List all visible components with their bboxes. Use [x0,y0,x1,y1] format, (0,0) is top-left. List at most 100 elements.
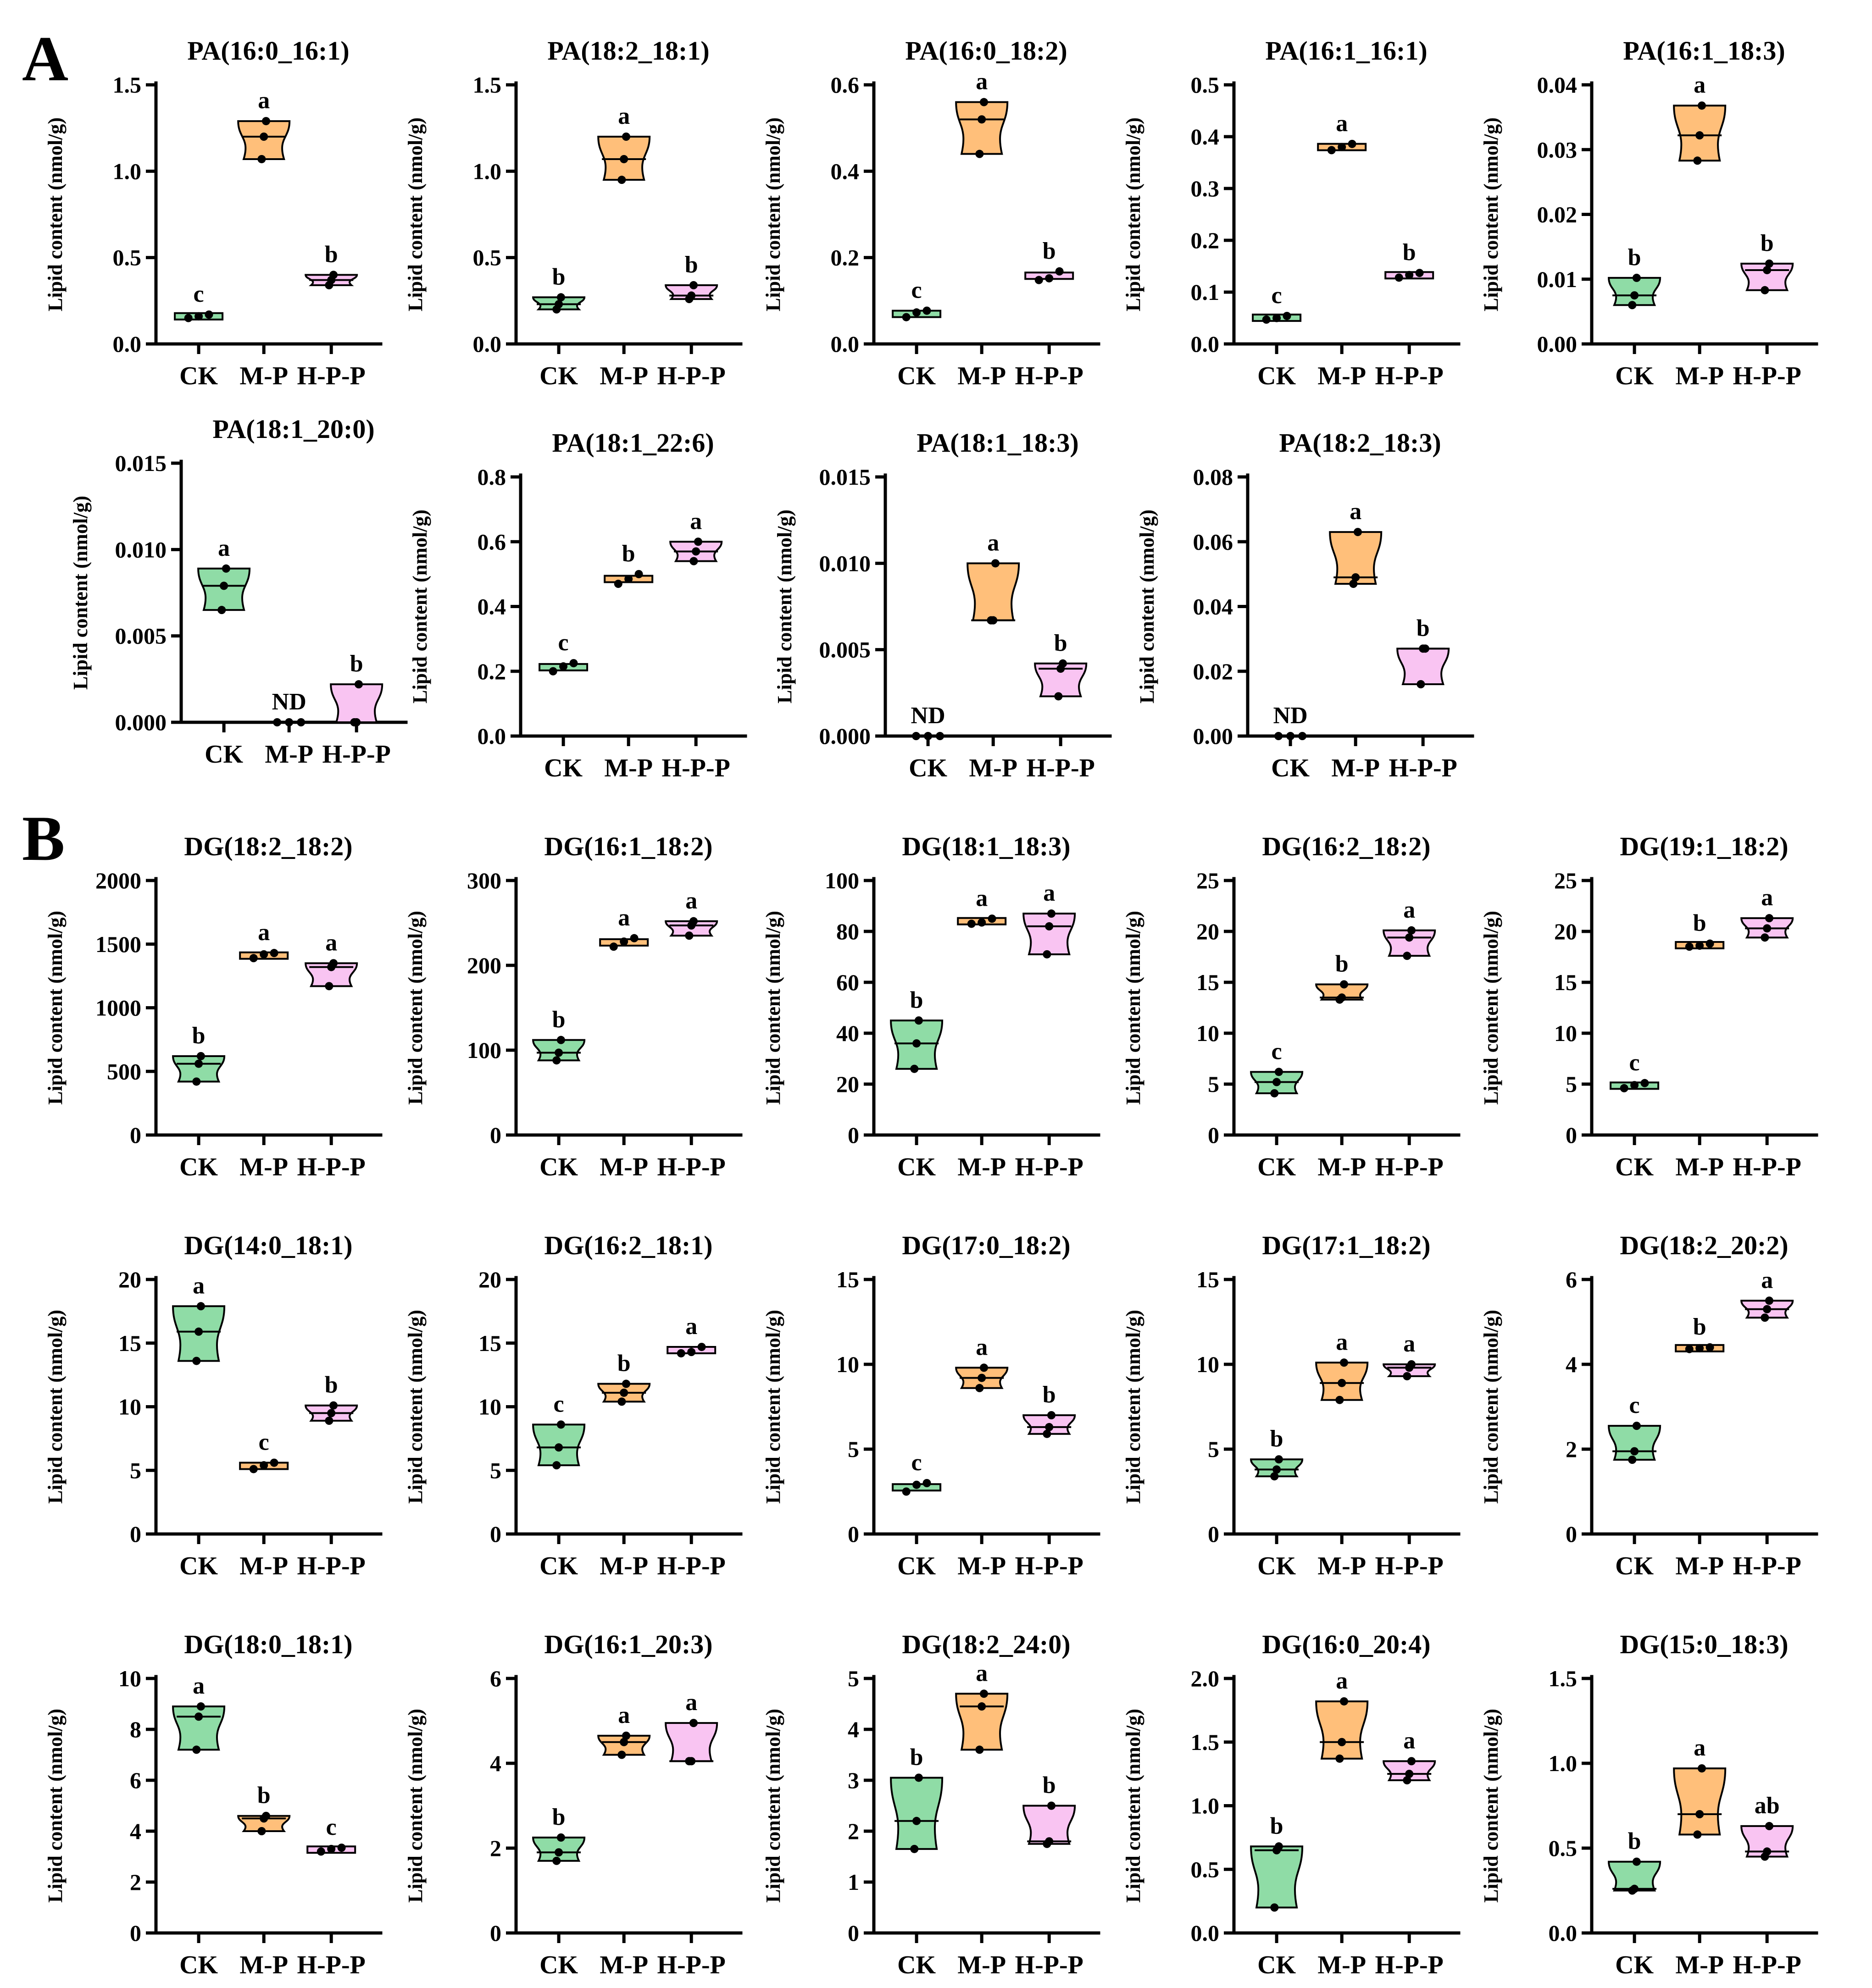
data-point [902,1487,911,1496]
chart-title: DG(17:0_18:2) [902,1230,1070,1260]
x-tick-label: CK [1257,1552,1296,1580]
data-point [196,1702,205,1711]
x-tick-label: M-P [957,1153,1006,1181]
data-point [1620,1084,1628,1092]
violin-ck: b [532,1007,586,1065]
x-tick-label: H-P-P [1733,1153,1801,1181]
y-tick-label: 4 [130,1818,141,1844]
data-point [1272,1465,1281,1474]
data-point [980,1689,988,1698]
data-point [620,1738,628,1746]
chart-pa-16-0-16-1: PA(16:0_16:1) Lipid content (nmol/g) 0.0 0.… [44,36,383,390]
y-tick-label: 2 [130,1869,141,1895]
violin-body [967,562,1020,621]
significance-letter: a [685,888,697,914]
data-point [555,1848,563,1857]
chart-dg-17-1-18-2: DG(17:1_18:2) Lipid content (nmol/g) 0 5 10 1… [1122,1230,1461,1580]
data-point [260,1461,268,1470]
violin-body [237,1815,291,1832]
data-point [1403,1372,1411,1380]
y-tick-label: 6 [130,1767,141,1793]
x-tick-label: CK [1615,1153,1654,1181]
y-tick-label: 15 [118,1330,141,1356]
data-point [922,1479,931,1487]
y-tick-label: 0.4 [831,158,860,184]
data-point [327,1844,336,1853]
x-tick-label: H-P-P [297,1552,366,1580]
significance-letter: b [1761,230,1774,256]
data-point [694,537,702,546]
y-axis-label: Lipid content (nmol/g) [1122,1310,1144,1504]
violin-body [1315,983,1369,1001]
violin-m-p: a [1315,1329,1369,1404]
chart-title: DG(17:1_18:2) [1262,1230,1430,1260]
data-point [285,718,294,726]
x-tick-label: H-P-P [1375,1153,1444,1181]
violin-m-p: b [1675,1314,1725,1353]
data-point [337,1844,346,1852]
data-point [689,557,698,565]
y-tick-label: 1.5 [1191,1729,1220,1755]
violin-m-p: a [955,69,1009,158]
data-point [1054,692,1063,701]
significance-letter: c [194,281,204,307]
data-point [1338,1379,1346,1387]
data-point [1763,1847,1772,1856]
data-point [192,1745,201,1754]
violin-body [1329,531,1383,585]
violin-body [1250,1845,1304,1909]
data-point [559,662,568,671]
x-tick-label: CK [897,1951,936,1979]
y-tick-label: 15 [836,1267,859,1292]
y-axis-label: Lipid content (nmol/g) [404,117,427,311]
x-tick-label: M-P [600,362,648,390]
y-axis-label: Lipid content (nmol/g) [762,1310,784,1504]
y-axis-label: Lipid content (nmol/g) [1480,1709,1502,1903]
violin-m-p: a [955,1660,1009,1754]
data-point [1698,101,1706,110]
violin-h-p-p: b [1022,1772,1076,1848]
chart-title: DG(19:1_18:2) [1620,831,1788,861]
data-point [1349,580,1358,588]
violin-m-p: a [597,103,651,184]
data-point [1630,1884,1639,1893]
y-tick-label: 0.0 [1191,331,1220,357]
data-point [1695,941,1704,950]
x-tick-label: CK [1257,1951,1296,1979]
y-axis-label: Lipid content (nmol/g) [1480,117,1502,311]
violin-body [1673,1767,1727,1836]
data-point [687,1757,696,1766]
data-point [620,1388,628,1397]
significance-letter: b [1335,951,1349,977]
data-point [1327,146,1336,155]
data-point [1274,1842,1283,1851]
y-tick-label: 0.2 [1191,227,1220,253]
x-tick-label: H-P-P [1027,754,1095,782]
data-point [978,918,986,927]
y-axis-label: Lipid content (nmol/g) [409,509,431,703]
data-point [1045,1837,1054,1846]
data-point [329,959,338,968]
data-point [192,1357,201,1365]
data-point [329,271,338,279]
violin-ck: c [532,1391,586,1470]
significance-letter: a [218,535,230,561]
chart-title: DG(16:1_20:3) [544,1629,712,1659]
data-point [1693,156,1702,165]
significance-letter: b [1628,1828,1641,1855]
chart-title: DG(18:2_24:0) [902,1629,1070,1659]
chart-title: DG(16:0_20:4) [1262,1629,1430,1659]
data-point [184,314,193,322]
y-tick-label: 0.03 [1537,137,1578,162]
y-tick-label: 4 [1566,1351,1577,1377]
significance-letter: b [1628,244,1641,271]
chart-title: DG(18:1_18:3) [902,831,1070,861]
chart-dg-17-0-18-2: DG(17:0_18:2) Lipid content (nmol/g) 0 5 10 1… [762,1230,1100,1580]
chart-pa-18-1-20-0: PA(18:1_20:0) Lipid content (nmol/g) 0.000… [69,414,408,769]
violin-body [1740,1825,1794,1858]
y-tick-label: 0.0 [473,331,502,357]
y-tick-label: 0.00 [1193,723,1233,749]
data-point [196,1302,205,1311]
significance-letter: a [685,1313,697,1340]
data-point [1340,1358,1348,1367]
